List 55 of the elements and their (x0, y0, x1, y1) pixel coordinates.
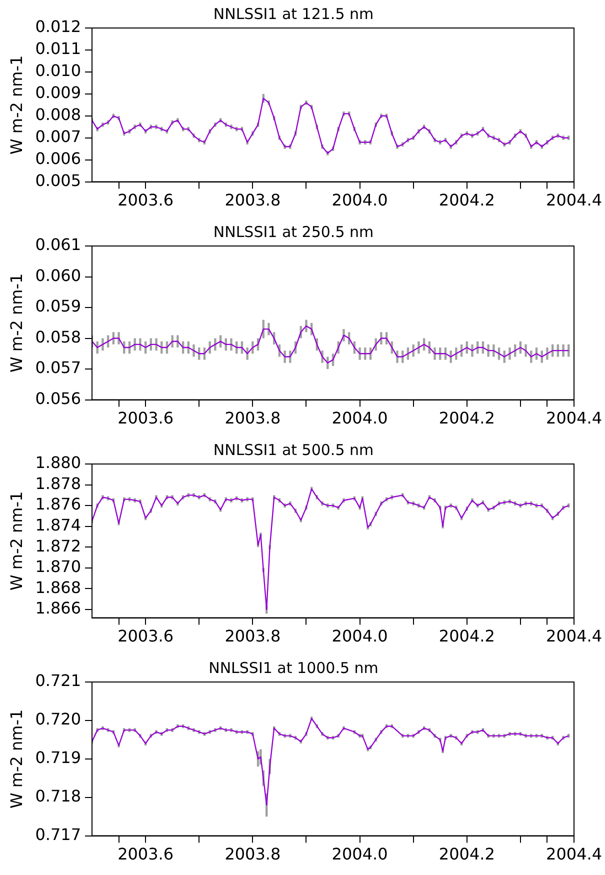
x-tick-label: 2004.2 (438, 408, 495, 428)
chart-title: NNLSSI1 at 1000.5 nm (208, 658, 378, 677)
x-tick-label: 2004.0 (332, 190, 388, 210)
y-tick-label: 1.872 (35, 536, 82, 556)
x-tick-label: 2004.4 (546, 626, 602, 646)
chart-title: NNLSSI1 at 250.5 nm (213, 222, 374, 241)
y-tick-label: 0.059 (35, 296, 82, 316)
chart-title: NNLSSI1 at 121.5 nm (213, 4, 374, 23)
y-axis-title: W m-2 nm-1 (6, 491, 26, 591)
y-tick-label: 1.878 (35, 474, 82, 493)
y-tick-label: 1.870 (35, 557, 82, 576)
x-tick-label: 2004.0 (332, 626, 388, 646)
x-tick-label: 2004.4 (546, 408, 602, 428)
y-tick-label: 0.057 (35, 358, 82, 378)
y-tick-label: 0.011 (35, 39, 82, 58)
x-tick-label: 2004.2 (438, 844, 495, 864)
x-tick-label: 2004.4 (546, 844, 602, 864)
x-tick-label: 2003.8 (224, 626, 281, 646)
y-tick-label: 1.876 (35, 494, 82, 514)
y-tick-label: 0.009 (35, 83, 82, 102)
y-tick-label: 1.866 (35, 598, 82, 618)
y-tick-label: 1.880 (35, 453, 82, 472)
y-tick-label: 0.721 (35, 671, 82, 690)
y-tick-label: 0.058 (35, 327, 82, 346)
y-tick-label: 0.012 (35, 17, 82, 36)
x-tick-label: 2004.2 (438, 190, 495, 210)
y-axis-title: W m-2 nm-1 (6, 273, 26, 373)
y-tick-label: 0.007 (35, 127, 82, 146)
y-tick-label: 0.006 (35, 148, 82, 168)
x-tick-label: 2003.6 (118, 190, 174, 210)
x-tick-label: 2003.8 (224, 408, 281, 428)
y-tick-label: 0.010 (35, 61, 82, 80)
x-tick-label: 2003.6 (118, 626, 174, 646)
x-tick-label: 2004.0 (332, 844, 388, 864)
y-tick-label: 0.056 (35, 388, 82, 408)
x-tick-label: 2003.6 (118, 408, 174, 428)
y-tick-label: 0.718 (35, 786, 82, 806)
y-tick-label: 0.720 (35, 710, 82, 729)
x-tick-label: 2004.0 (332, 408, 388, 428)
x-tick-label: 2004.4 (546, 190, 602, 210)
y-tick-label: 0.005 (35, 170, 82, 190)
y-axis-title: W m-2 nm-1 (6, 709, 26, 809)
y-axis-title: W m-2 nm-1 (6, 55, 26, 155)
x-tick-label: 2003.8 (224, 844, 281, 864)
y-tick-label: 0.719 (35, 748, 82, 768)
y-tick-label: 0.008 (35, 105, 82, 124)
y-tick-label: 1.874 (35, 516, 82, 535)
x-tick-label: 2003.8 (224, 190, 281, 210)
y-tick-label: 0.061 (35, 235, 82, 254)
y-tick-label: 0.060 (35, 266, 82, 285)
chart-title: NNLSSI1 at 500.5 nm (213, 440, 374, 459)
y-tick-label: 1.868 (35, 578, 82, 597)
y-tick-label: 0.717 (35, 824, 82, 844)
x-tick-label: 2004.2 (438, 626, 495, 646)
x-tick-label: 2003.6 (118, 844, 174, 864)
